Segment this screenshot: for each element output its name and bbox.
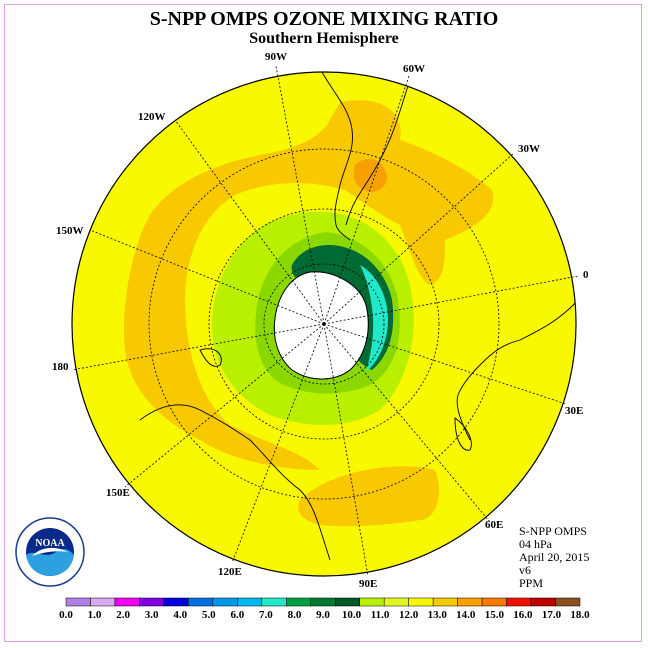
- colorbar-segment: [359, 597, 385, 607]
- colorbar-segment: [261, 597, 287, 607]
- coast-south-america-east: [345, 79, 411, 226]
- info-date: April 20, 2015: [519, 550, 590, 564]
- colorbar-tick-label: 14.0: [456, 609, 476, 621]
- coast-africa: [456, 299, 576, 441]
- colorbar-tick-label: 17.0: [542, 609, 562, 621]
- colorbar-tick-label: 16.0: [513, 609, 533, 621]
- colorbar-segment: [212, 597, 238, 607]
- graticule: [71, 65, 579, 577]
- label-120w: 120W: [138, 111, 166, 123]
- coastlines: [139, 72, 576, 561]
- meridian-120e: [231, 323, 325, 564]
- logo-bird: [32, 547, 68, 556]
- colorbar-tick-label: 3.0: [145, 609, 159, 621]
- colorbar-segment: [432, 597, 458, 607]
- colorbar-segment: [237, 597, 263, 607]
- info-units: PPM: [519, 576, 544, 590]
- coast-australia: [139, 404, 331, 561]
- info-level: 04 hPa: [519, 537, 552, 551]
- pole-dot: [322, 322, 326, 326]
- teal-crescent: [360, 265, 388, 372]
- colorbar-tick-label: 10.0: [342, 609, 362, 621]
- colorbar-tick-label: 2.0: [116, 609, 130, 621]
- meridian-0: [323, 275, 579, 325]
- lat-circle-60s: [263, 263, 385, 385]
- colorbar-segment: [334, 597, 360, 607]
- coast-south-america: [321, 72, 353, 241]
- info-block: S-NPP OMPS 04 hPa April 20, 2015 v6 PPM: [519, 525, 589, 590]
- label-90e: 90E: [359, 578, 377, 590]
- label-30w: 30W: [518, 143, 540, 155]
- coast-antarctica: [273, 271, 369, 380]
- colorbar-tick-label: 12.0: [399, 609, 419, 621]
- orange-peak: [353, 158, 387, 192]
- colorbar-segment: [481, 597, 507, 607]
- label-150e: 150E: [106, 487, 130, 499]
- colorbar-segment: [555, 597, 581, 607]
- lat-circle-45s: [208, 208, 440, 440]
- colorbar-segment: [457, 597, 483, 607]
- colorbar-segment: [383, 597, 409, 607]
- meridian-60e: [323, 323, 491, 523]
- noaa-logo: NOAA: [15, 517, 85, 587]
- label-60e: 60E: [485, 519, 503, 531]
- map-outline: [71, 71, 577, 577]
- page-border: [4, 4, 642, 642]
- meridian-90e: [323, 323, 369, 577]
- colorbar: 0.0 1.0 2.0 3.0 4.0 5.0 6.0 7.0 8.0 9.0 10.0 11.0 12…: [59, 597, 590, 621]
- colorbar-segment: [90, 597, 116, 607]
- coast-madagascar: [454, 417, 472, 451]
- colorbar-tick-label: 5.0: [202, 609, 216, 621]
- colorbar-segment: [310, 597, 336, 607]
- colorbar-tick-label: 4.0: [173, 609, 187, 621]
- colorbar-tick-label: 7.0: [259, 609, 273, 621]
- colorbar-tick-label: 15.0: [485, 609, 505, 621]
- colorbar-tick-label: 18.0: [570, 609, 590, 621]
- colorbar-tick-label: 0.0: [59, 609, 73, 621]
- colorbar-tick-label: 11.0: [371, 609, 390, 621]
- coast-new-zealand: [199, 348, 222, 367]
- meridian-150e: [124, 323, 325, 488]
- colorbar-segment: [506, 597, 532, 607]
- colorbar-segment: [530, 597, 556, 607]
- colorbar-tick-label: 1.0: [88, 609, 102, 621]
- meridian-30w: [323, 152, 515, 325]
- longitude-labels: 90W 60W 30W 0 30E 60E 90E 120E 150E 180 …: [52, 51, 589, 590]
- logo-text: NOAA: [35, 538, 65, 549]
- label-150w: 150W: [56, 225, 84, 237]
- colorbar-tick-label: 6.0: [230, 609, 244, 621]
- colorbar-segment: [286, 597, 312, 607]
- orange-band-arc: [124, 100, 494, 470]
- label-0: 0: [583, 269, 589, 281]
- label-180: 180: [52, 361, 69, 373]
- meridian-180: [71, 323, 325, 371]
- colorbar-segment: [114, 597, 140, 607]
- label-60w: 60W: [403, 63, 425, 75]
- colorbar-segment: [408, 597, 434, 607]
- label-120e: 120E: [218, 566, 242, 578]
- info-instrument: S-NPP OMPS: [519, 524, 587, 538]
- colorbar-segment: [65, 597, 91, 607]
- colorbar-tick-label: 8.0: [288, 609, 302, 621]
- colorbar-segment: [139, 597, 165, 607]
- pole-region: [273, 271, 369, 380]
- colorbar-tick-label: 9.0: [316, 609, 330, 621]
- map-subtitle: Southern Hemisphere: [249, 30, 399, 47]
- orange-band-lower: [298, 466, 440, 527]
- colorbar-segment: [163, 597, 189, 607]
- meridian-30e: [323, 323, 567, 405]
- map-title: S-NPP OMPS OZONE MIXING RATIO: [149, 8, 499, 30]
- lat-circle-30s: [148, 148, 500, 500]
- logo-wave: [26, 548, 74, 576]
- label-90w: 90W: [265, 51, 287, 63]
- colorbar-tick-label: 13.0: [428, 609, 448, 621]
- colorbar-segment: [188, 597, 214, 607]
- info-version: v6: [519, 563, 531, 577]
- label-30e: 30E: [565, 405, 583, 417]
